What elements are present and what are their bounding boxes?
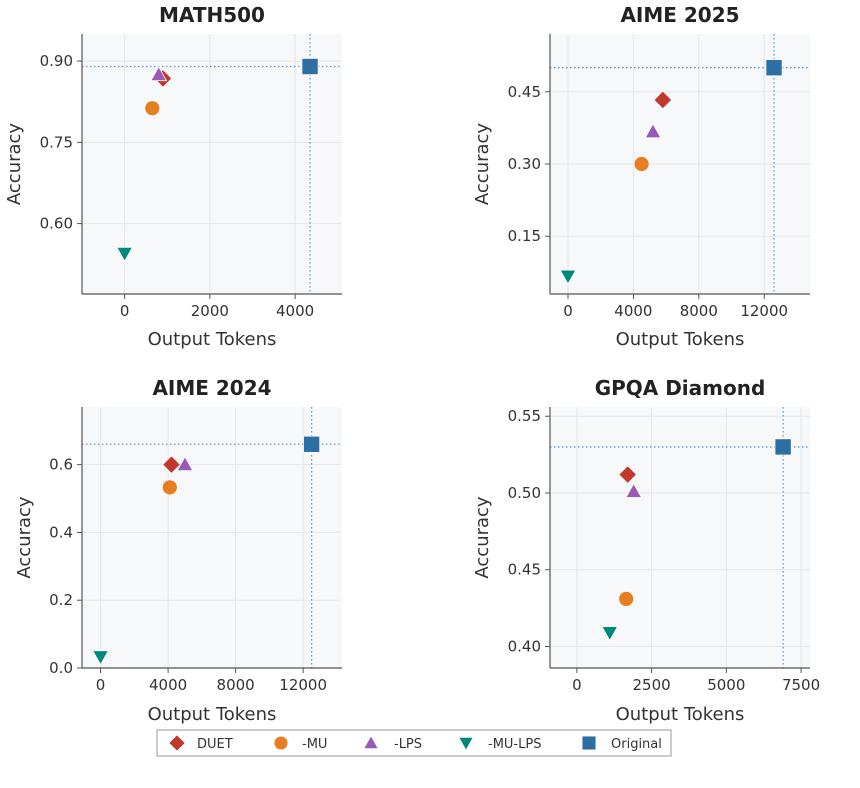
y-tick-label: 0.55 <box>508 407 541 425</box>
x-tick-label: 2000 <box>191 302 229 320</box>
x-tick-label: 12000 <box>279 676 327 694</box>
x-tick-label: 0 <box>120 302 130 320</box>
data-point-minus-mu <box>633 156 650 172</box>
y-tick-label: 0.2 <box>49 591 73 609</box>
y-tick-label: 0.30 <box>508 155 541 173</box>
y-tick-label: 0.6 <box>49 456 73 474</box>
chart-panel-1: 0 2000 4000 0.60 0.75 0.90 MATH500 Output Token… <box>4 3 342 350</box>
legend-marker-original <box>581 735 597 751</box>
x-axis-label: Output Tokens <box>616 329 745 350</box>
data-point-minus-mu-lps <box>116 246 134 262</box>
legend-label: -LPS <box>394 737 422 752</box>
x-tick-label: 5000 <box>707 676 745 694</box>
data-point-minus-mu-lps <box>559 269 577 285</box>
data-point-minus-lps <box>150 66 168 82</box>
y-tick-label: 0.60 <box>40 215 73 233</box>
data-point-duet <box>618 465 638 484</box>
data-point-minus-lps <box>176 456 194 472</box>
y-tick-label: 0.45 <box>508 83 541 101</box>
y-tick-label: 0.45 <box>508 561 541 579</box>
x-tick-label: 0 <box>572 676 582 694</box>
data-point-minus-mu <box>161 479 178 496</box>
legend-marker-duet <box>168 734 186 752</box>
x-tick-label: 2500 <box>633 676 671 694</box>
plot-area <box>82 407 342 668</box>
data-point-duet <box>162 455 181 475</box>
x-axis-label: Output Tokens <box>148 704 277 725</box>
x-tick-label: 8000 <box>217 676 255 694</box>
y-tick-label: 0.4 <box>49 523 73 541</box>
chart-panel-3: 0 4000 8000 12000 0.0 0.2 0.4 0.6 AIME 2024 Outpu… <box>14 376 342 725</box>
x-tick-label: 4000 <box>614 302 652 320</box>
chart-title: GPQA Diamond <box>595 376 766 400</box>
y-axis-label: Accuracy <box>472 496 493 579</box>
y-axis-label: Accuracy <box>4 123 25 206</box>
y-tick-label: 0.0 <box>49 659 73 677</box>
data-point-duet <box>653 90 673 110</box>
data-point-original <box>303 435 321 453</box>
legend-marker-minus-mu <box>273 735 289 751</box>
x-tick-label: 4000 <box>149 676 187 694</box>
legend-label: DUET <box>197 737 233 752</box>
chart-title: MATH500 <box>159 3 265 27</box>
x-tick-label: 12000 <box>740 302 788 320</box>
data-point-minus-mu <box>618 590 635 607</box>
legend: DUET -MU -LPS -MU-LPS Original <box>156 729 672 757</box>
x-tick-label: 4000 <box>276 302 314 320</box>
data-point-original <box>765 59 783 77</box>
data-point-minus-mu <box>144 100 161 117</box>
y-axis-label: Accuracy <box>14 496 35 579</box>
y-axis-label: Accuracy <box>472 123 493 206</box>
legend-marker-minus-mu-lps <box>458 736 474 752</box>
y-tick-label: 0.50 <box>508 484 541 502</box>
data-point-original <box>774 438 792 456</box>
data-point-minus-lps <box>644 123 662 139</box>
data-point-minus-mu-lps <box>92 650 110 666</box>
chart-title: AIME 2025 <box>620 3 739 27</box>
x-tick-label: 7500 <box>782 676 820 694</box>
legend-label: -MU <box>302 737 327 752</box>
legend-label: -MU-LPS <box>488 737 541 752</box>
y-tick-label: 0.40 <box>508 638 541 656</box>
plot-area <box>550 407 810 668</box>
x-tick-label: 0 <box>563 302 573 320</box>
chart-panel-4: 0 2500 5000 7500 0.40 0.45 0.50 0.55 GPQA Diamon… <box>472 376 820 725</box>
x-tick-label: 8000 <box>680 302 718 320</box>
legend-label: Original <box>611 737 662 752</box>
x-axis-label: Output Tokens <box>148 329 277 350</box>
data-point-minus-lps <box>625 482 643 498</box>
chart-title: AIME 2024 <box>152 376 271 400</box>
chart-panel-2: 0 4000 8000 12000 0.15 0.30 0.45 AIME 2025 Outpu… <box>472 3 810 350</box>
data-point-minus-mu-lps <box>601 626 619 642</box>
legend-marker-minus-lps <box>363 734 379 750</box>
data-point-original <box>301 57 319 76</box>
x-tick-label: 0 <box>96 676 106 694</box>
y-tick-label: 0.90 <box>40 52 73 70</box>
y-tick-label: 0.15 <box>508 227 541 245</box>
x-axis-label: Output Tokens <box>616 704 745 725</box>
y-tick-label: 0.75 <box>40 133 73 151</box>
